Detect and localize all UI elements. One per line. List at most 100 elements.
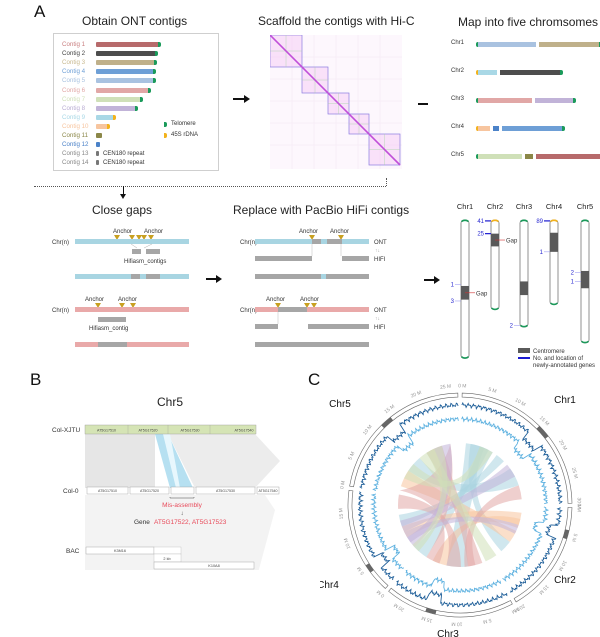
anchor-marker — [141, 235, 147, 240]
chr-label: Chr(n) — [52, 240, 69, 246]
contig-row: Contig 1 — [54, 40, 161, 49]
col-0-gene-label: AT5G17510 — [98, 489, 117, 493]
gene-names: AT5G17522, AT5G17523 — [154, 519, 227, 526]
chromosome-segment — [535, 154, 600, 159]
synteny-link — [412, 445, 448, 552]
anchor-marker — [148, 235, 154, 240]
contig-row: Contig 4 — [54, 67, 157, 76]
legend-gene-label-2: newly-annotated genes — [533, 363, 595, 369]
anchor-marker — [114, 235, 120, 240]
synteny-block — [168, 434, 280, 488]
chromosome-body — [490, 219, 500, 311]
tick-label: 20 M — [393, 602, 406, 613]
arrow-right-1 — [233, 98, 247, 100]
tick-label: 15 M — [538, 415, 550, 427]
arrow-head-3 — [216, 275, 222, 283]
density-track-dark — [461, 401, 563, 504]
legend-swatch — [164, 121, 167, 127]
map-chr-label: Chr1 — [451, 40, 465, 46]
scale-label: 2 kb — [163, 557, 170, 561]
anchor-marker — [130, 303, 136, 308]
ideogram-chr-label: Chr3 — [516, 202, 532, 211]
misassembly-link-highlight — [163, 434, 180, 488]
misassembly-label: Mis-assembly — [162, 502, 202, 509]
synteny-link — [398, 494, 461, 567]
gene-count-label: 2 — [571, 270, 575, 276]
chromosome-body — [549, 219, 559, 306]
left-cap — [476, 70, 479, 75]
rdna-marker — [112, 114, 116, 120]
gene-count-label: 3 — [451, 299, 455, 305]
contig-note: CEN180 repeat — [103, 159, 145, 166]
chromosome-ring — [388, 587, 513, 618]
bac-clone — [153, 561, 255, 570]
right-cap — [573, 98, 577, 103]
chromosome-segment — [538, 42, 599, 47]
chromosome-ring — [347, 490, 389, 589]
centromere-band — [365, 563, 374, 573]
tick-label: 0 M — [458, 383, 466, 389]
telomere-cap — [581, 219, 589, 223]
ideogram-chr-label: Chr4 — [546, 202, 562, 211]
map-chr-label: Chr5 — [451, 152, 465, 158]
gene-count-label: 25 — [477, 232, 484, 238]
panel-a-letter: A — [34, 2, 46, 21]
right-cap — [562, 126, 565, 131]
density-track-dark — [357, 491, 395, 581]
legend-label: 45S rDNA — [171, 132, 199, 138]
left-cap — [476, 42, 479, 47]
circos-chr-label: Chr2 — [554, 575, 576, 586]
synteny-link — [468, 443, 510, 552]
circos-chr-label: Chr4 — [320, 580, 339, 591]
contig-bar — [96, 69, 157, 75]
diagonal-signal — [270, 35, 401, 166]
telomere-marker — [139, 96, 143, 102]
chromosome-bar — [75, 307, 189, 312]
ont-bar — [255, 307, 369, 312]
chromosome-segment — [493, 126, 499, 131]
contig-row: Contig 10 — [54, 122, 110, 131]
rdna-cap — [550, 219, 558, 223]
col-0-gene-box — [129, 486, 170, 495]
tick-label: 5 M — [482, 617, 491, 625]
hifi-bar — [255, 256, 312, 261]
chromosome-segment — [502, 126, 562, 131]
centromere — [520, 281, 528, 296]
right-cap — [598, 42, 600, 47]
col-0-gene-box — [86, 486, 129, 495]
result-hifi — [255, 274, 321, 279]
down-arrow-icon: ↓ — [181, 511, 184, 517]
centromere-band — [425, 607, 437, 615]
contig-row: Contig 13 CEN180 repeat — [54, 149, 144, 158]
contig-bar — [96, 60, 157, 66]
tick-label: 0 M — [339, 480, 346, 489]
contig-bar — [96, 142, 100, 148]
col-0-gene-label: AT5G17540 — [258, 489, 277, 493]
contig-label: Contig 9 — [62, 113, 86, 121]
arrow-right-4 — [424, 279, 436, 281]
contig-label: Contig 11 — [62, 132, 89, 139]
tick-label: 15 M — [383, 404, 396, 415]
gap-label: Gap — [476, 291, 488, 297]
tick-label: 10 M — [451, 620, 462, 626]
tick-label: 15 M — [338, 508, 345, 520]
rdna-marker — [106, 123, 110, 129]
anchor-label: Anchor — [266, 297, 285, 303]
arrow-down-line — [123, 186, 124, 196]
gene-count-label: 1 — [451, 283, 455, 289]
contig-bar — [96, 151, 99, 157]
gene-count-label: 1 — [540, 250, 544, 256]
centromere — [550, 232, 558, 252]
hifi-label: HIFI — [374, 325, 386, 331]
density-track-dark — [396, 580, 508, 608]
map-chr-label: Chr3 — [451, 96, 465, 102]
hifi-bar — [308, 324, 369, 329]
arrow-right-2 — [418, 103, 428, 105]
telomere-marker — [153, 69, 157, 75]
ideogram-chr-label: Chr1 — [457, 202, 473, 211]
bac-clone-label: K10A8 — [208, 564, 219, 568]
tick-label: 5 M — [356, 565, 366, 575]
overlap-segment — [327, 239, 342, 244]
contig-row: Contig 11 — [54, 131, 102, 140]
contig-row: Contig 9 — [54, 113, 116, 122]
